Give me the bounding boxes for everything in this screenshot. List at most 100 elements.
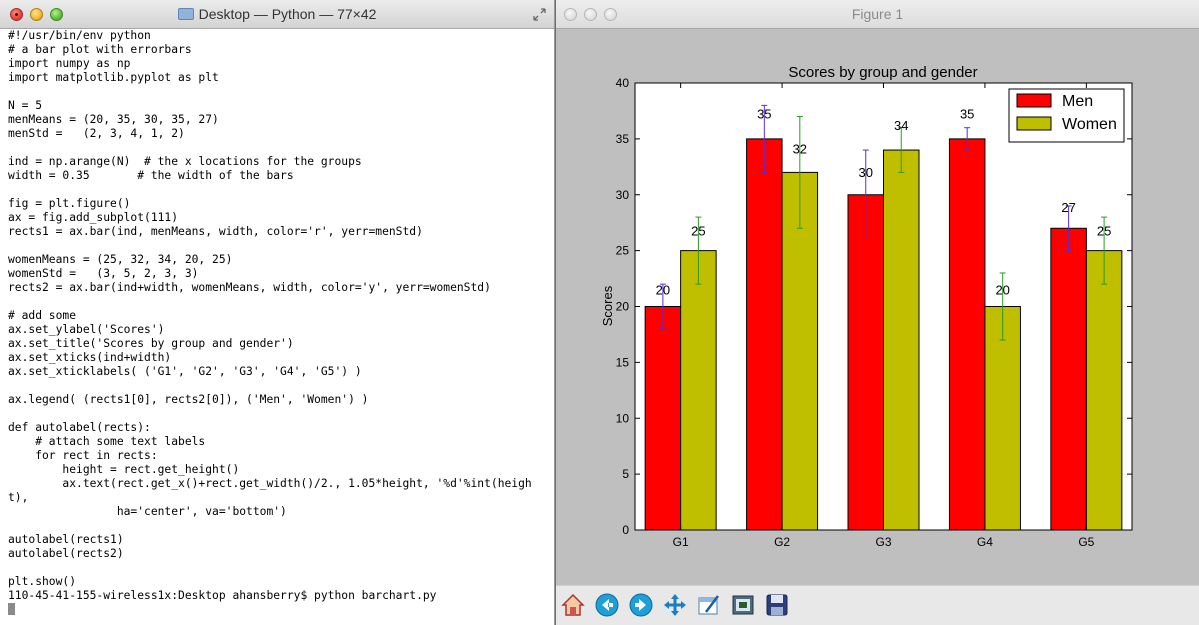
terminal-line (8, 183, 550, 197)
bar-men-g4 (948, 138, 986, 531)
terminal-line: ind = np.arange(N) # the x locations for… (8, 155, 362, 168)
terminal-line: width = 0.35 # the width of the bars (8, 169, 294, 182)
terminal-line: womenStd = (3, 5, 2, 3, 3) (8, 267, 199, 280)
bar-men-g2 (746, 138, 783, 531)
save-icon[interactable] (763, 591, 791, 619)
y-tick-label: 5 (622, 467, 629, 481)
terminal-line: for rect in rects: (8, 449, 158, 462)
y-tick-label: 25 (616, 244, 630, 258)
value-label: 35 (960, 106, 974, 121)
terminal-line: # a bar plot with errorbars (8, 43, 192, 56)
figure-toolbar (556, 585, 1199, 625)
terminal-line (8, 141, 550, 155)
figure-title: Figure 1 (851, 6, 904, 22)
terminal-titlebar[interactable]: Desktop — Python — 77×42 (0, 0, 554, 29)
forward-icon[interactable] (627, 591, 655, 619)
x-tick-label: G5 (1078, 535, 1094, 549)
terminal-line: ax.text(rect.get_x()+rect.get_width()/2.… (8, 477, 532, 490)
y-axis-label: Scores (600, 285, 615, 326)
terminal-line: 110-45-41-155-wireless1x:Desktop ahansbe… (8, 589, 437, 602)
terminal-line: ax.legend( (rects1[0], rects2[0]), ('Men… (8, 393, 369, 406)
terminal-line: rects1 = ax.bar(ind, menMeans, width, co… (8, 225, 423, 238)
pan-icon[interactable] (661, 591, 689, 619)
value-label: 25 (1097, 224, 1111, 239)
terminal-line: def autolabel(rects): (8, 421, 151, 434)
y-tick-label: 30 (616, 188, 630, 202)
terminal-line (8, 407, 550, 421)
value-label: 30 (859, 165, 873, 180)
zoom-button[interactable] (50, 8, 63, 21)
y-tick-label: 40 (616, 76, 630, 90)
value-label: 32 (793, 142, 807, 157)
terminal-title: Desktop — Python — 77×42 (0, 6, 554, 22)
terminal-line: fig = plt.figure() (8, 197, 131, 210)
value-label: 27 (1061, 200, 1075, 215)
terminal-line: #!/usr/bin/env python (8, 29, 151, 42)
terminal-line: ax.set_xticklabels( ('G1', 'G2', 'G3', '… (8, 365, 362, 378)
legend-label: Men (1062, 93, 1093, 110)
y-tick-label: 35 (616, 132, 630, 146)
close-button[interactable] (564, 8, 577, 21)
bar-women-g3 (883, 149, 920, 531)
bar-men-g5 (1050, 227, 1087, 531)
terminal-line (8, 379, 550, 393)
terminal-line: rects2 = ax.bar(ind+width, womenMeans, w… (8, 281, 491, 294)
terminal-line: N = 5 (8, 99, 43, 112)
terminal-line: menStd = (2, 3, 4, 1, 2) (8, 127, 185, 140)
y-tick-label: 0 (622, 523, 629, 537)
terminal-cursor (8, 603, 15, 615)
value-label: 25 (691, 224, 705, 239)
minimize-button[interactable] (584, 8, 597, 21)
zoom-button[interactable] (604, 8, 617, 21)
subplots-icon[interactable] (695, 591, 723, 619)
x-tick-label: G4 (977, 535, 993, 549)
chart-title: Scores by group and gender (788, 64, 977, 81)
terminal-line: womenMeans = (25, 32, 34, 20, 25) (8, 253, 233, 266)
terminal-line (8, 239, 550, 253)
bar-men-g1 (644, 306, 682, 531)
terminal-line (8, 561, 550, 575)
terminal-line: import matplotlib.pyplot as plt (8, 71, 219, 84)
terminal-line: autolabel(rects2) (8, 547, 124, 560)
terminal-line: ha='center', va='bottom') (8, 505, 287, 518)
terminal-line: plt.show() (8, 575, 77, 588)
zoom-icon[interactable] (729, 591, 757, 619)
bar-chart: 20 35 30 35 27 25 32 34 20 25 0 5 10 15 20 25 30 35 40 G1… (556, 29, 1199, 585)
bar-women-g2 (781, 171, 819, 531)
back-icon[interactable] (593, 591, 621, 619)
legend-swatch-men (1016, 93, 1052, 108)
value-label: 20 (995, 282, 1009, 297)
terminal-output[interactable]: #!/usr/bin/env python # a bar plot with e… (8, 29, 550, 617)
figure-window[interactable]: Figure 1 20 35 30 35 27 25 32 34 20 25 0 5 10 15 20 25… (556, 0, 1199, 625)
terminal-window[interactable]: Desktop — Python — 77×42 #!/usr/bin/env … (0, 0, 555, 625)
terminal-line (8, 295, 550, 309)
legend: Men Women (1008, 88, 1125, 143)
value-label: 34 (894, 118, 908, 133)
value-label: 35 (757, 106, 771, 121)
terminal-line: ax = fig.add_subplot(111) (8, 211, 179, 224)
figure-titlebar[interactable]: Figure 1 (556, 0, 1199, 29)
y-tick-label: 15 (616, 355, 630, 369)
x-tick-label: G1 (673, 535, 689, 549)
x-tick-label: G3 (875, 535, 891, 549)
terminal-line: # add some (8, 309, 77, 322)
terminal-title-text: Desktop — Python — 77×42 (198, 6, 377, 22)
close-button[interactable] (10, 8, 23, 21)
y-tick-label: 10 (616, 411, 630, 425)
terminal-line (8, 519, 550, 533)
terminal-line: t), (8, 491, 29, 504)
legend-swatch-women (1016, 116, 1052, 131)
terminal-line: autolabel(rects1) (8, 533, 124, 546)
bar-men-g3 (847, 194, 884, 531)
terminal-line (8, 85, 550, 99)
terminal-line: menMeans = (20, 35, 30, 35, 27) (8, 113, 219, 126)
y-tick-label: 20 (616, 300, 630, 314)
home-icon[interactable] (559, 591, 587, 619)
terminal-line: ax.set_title('Scores by group and gender… (8, 337, 294, 350)
fullscreen-icon[interactable] (533, 8, 546, 21)
folder-icon (177, 8, 194, 20)
terminal-line: # attach some text labels (8, 435, 206, 448)
bar-women-g5 (1085, 250, 1123, 531)
minimize-button[interactable] (30, 8, 43, 21)
legend-label: Women (1062, 116, 1117, 133)
